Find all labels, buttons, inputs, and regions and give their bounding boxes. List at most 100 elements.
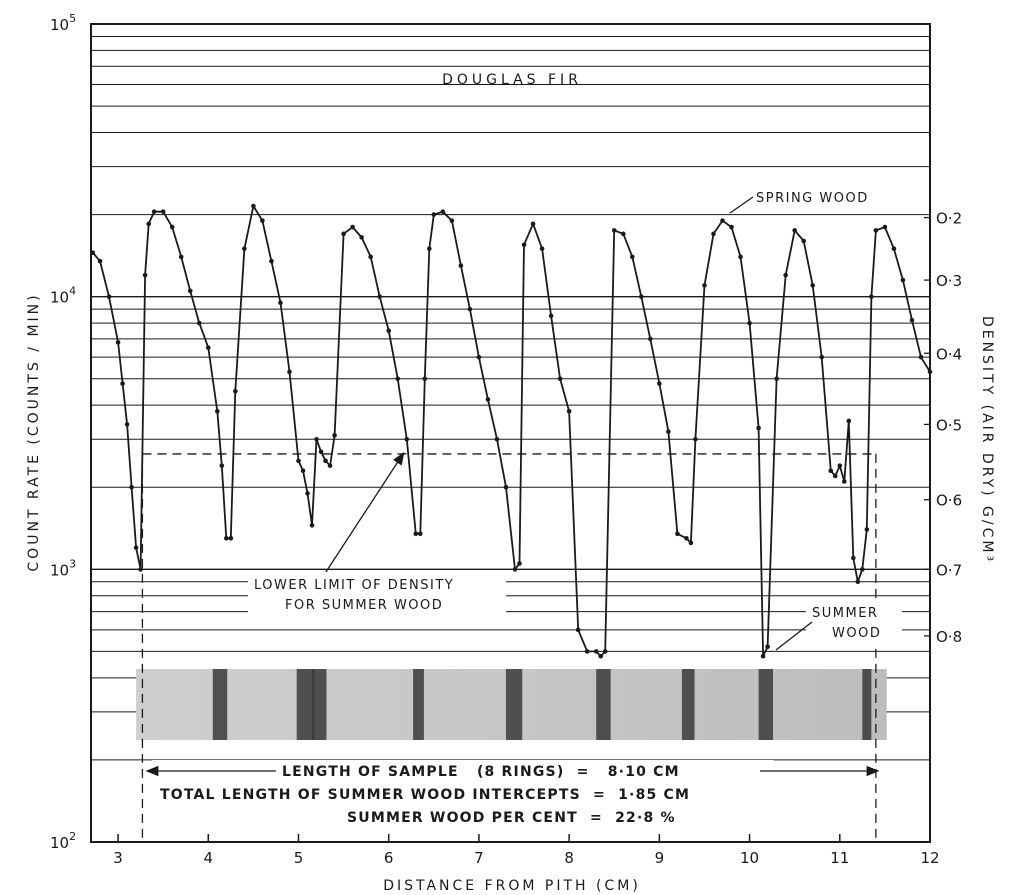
- data-point: [224, 535, 229, 541]
- summer-wood-band: [505, 669, 523, 740]
- y-tick-label: 104: [50, 285, 76, 307]
- series-count-rate: [90, 203, 933, 659]
- data-point: [494, 436, 500, 442]
- data-point: [341, 231, 346, 237]
- data-point: [860, 567, 865, 572]
- data-point: [918, 354, 924, 360]
- data-point: [178, 254, 184, 260]
- data-point: [684, 535, 689, 541]
- data-point: [611, 228, 617, 233]
- density-tick-label: O·7: [936, 561, 962, 579]
- data-point: [332, 433, 337, 438]
- data-point: [120, 381, 125, 386]
- lower-limit-label-line1: LOWER LIMIT OF DENSITY: [254, 578, 454, 593]
- data-point: [309, 523, 315, 528]
- data-point: [539, 246, 545, 251]
- data-point: [359, 235, 364, 240]
- data-point: [269, 258, 274, 264]
- data-point: [503, 484, 509, 490]
- data-point: [233, 388, 238, 394]
- data-point: [832, 473, 838, 479]
- data-point: [327, 463, 333, 468]
- data-point: [869, 294, 874, 299]
- data-point: [422, 376, 428, 382]
- data-point: [395, 376, 401, 382]
- plot-border: [90, 23, 931, 843]
- data-point: [720, 218, 725, 223]
- summer-wood-band: [312, 669, 327, 740]
- data-point: [927, 369, 933, 375]
- lower-limit-label-line2: FOR SUMMER WOOD: [285, 598, 443, 613]
- data-point: [187, 288, 193, 294]
- data-point: [774, 376, 779, 382]
- data-point: [756, 425, 761, 431]
- x-tick-label: 8: [564, 849, 574, 867]
- summer-wood-band: [862, 669, 872, 740]
- x-tick-labels: 3 4 5 6 7 8 9 10 11 12: [113, 849, 939, 867]
- count-rate-line: [92, 205, 931, 658]
- data-point: [377, 294, 382, 299]
- data-point: [169, 224, 175, 230]
- data-point: [566, 408, 572, 414]
- data-point: [548, 313, 554, 319]
- data-point: [702, 283, 707, 288]
- x-tick-label: 5: [294, 849, 304, 867]
- lower-limit-label-bg: [248, 572, 506, 616]
- summer-wood-band: [681, 669, 695, 740]
- data-point: [810, 283, 816, 288]
- data-point: [819, 354, 825, 360]
- data-point: [215, 408, 220, 414]
- data-point: [314, 436, 319, 442]
- data-point: [417, 531, 423, 537]
- data-point: [242, 246, 247, 251]
- data-point: [278, 300, 283, 306]
- density-tick-labels: O·2 O·3 O·4 O·5 O·6 O·7 O·8: [924, 210, 962, 646]
- data-point: [196, 320, 202, 326]
- data-point: [296, 458, 301, 464]
- x-tick-label: 12: [920, 849, 939, 867]
- data-point: [729, 224, 734, 230]
- data-point: [837, 463, 843, 468]
- lower-limit-arrow: [321, 451, 405, 579]
- data-point: [738, 254, 743, 260]
- summer-wood-band: [596, 669, 611, 740]
- summer-wood-label-line1: SUMMER: [812, 606, 878, 621]
- density-tick-label: O·3: [936, 272, 962, 290]
- data-point: [106, 294, 112, 299]
- data-point: [205, 345, 211, 350]
- y-tick-labels: 102 103 104 105: [50, 12, 76, 852]
- data-point: [891, 246, 897, 251]
- data-point: [517, 561, 522, 566]
- chart-title: DOUGLAS FIR: [442, 72, 582, 88]
- summer-wood-band: [296, 669, 315, 740]
- data-point: [792, 228, 797, 233]
- summer-wood-label-bg: [806, 601, 902, 643]
- data-point: [620, 231, 626, 237]
- data-point: [300, 468, 306, 474]
- data-point: [666, 429, 671, 434]
- data-point: [350, 224, 355, 230]
- data-point: [305, 491, 310, 496]
- data-point: [602, 649, 608, 654]
- data-point: [440, 209, 446, 214]
- y-tick-label: 103: [50, 557, 76, 579]
- length-of-sample-text: LENGTH OF SAMPLE (8 RINGS) = 8·10 CM: [282, 764, 680, 780]
- x-axis-title: DISTANCE FROM PITH (CM): [383, 878, 641, 894]
- density-tick-label: O·6: [936, 492, 962, 510]
- wood-sample-photo: [136, 669, 887, 740]
- data-point: [688, 540, 694, 546]
- x-tick-label: 9: [655, 849, 665, 867]
- data-point: [413, 531, 419, 537]
- data-point: [449, 218, 455, 223]
- total-length-text: TOTAL LENGTH OF SUMMER WOOD INTERCEPTS =…: [160, 787, 690, 803]
- data-point: [629, 254, 635, 260]
- data-point: [909, 317, 915, 323]
- data-point: [124, 422, 130, 427]
- data-point: [368, 254, 373, 260]
- data-point: [287, 369, 292, 375]
- x-tick-label: 10: [740, 849, 759, 867]
- data-point: [864, 527, 870, 532]
- data-point: [115, 340, 121, 345]
- summer-wood-band: [758, 669, 774, 740]
- gridlines: [91, 35, 930, 761]
